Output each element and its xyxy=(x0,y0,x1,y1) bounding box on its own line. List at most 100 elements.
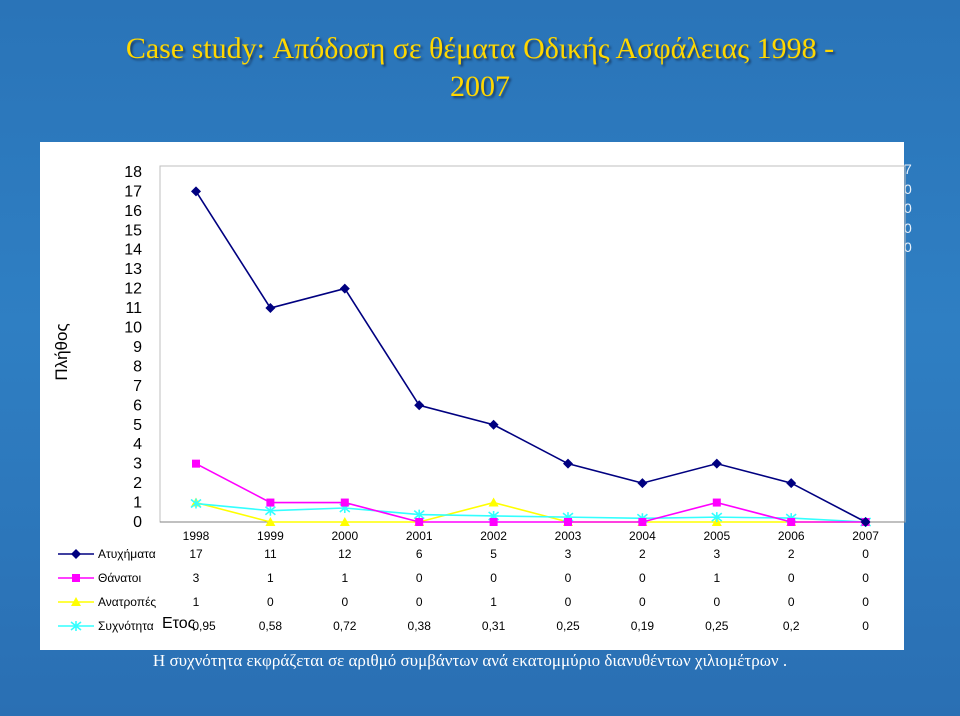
legend-key-marker xyxy=(72,574,80,582)
series-line-2 xyxy=(195,501,866,523)
secondary-axis-tick: 0 xyxy=(904,219,912,236)
data-label: 1 xyxy=(341,571,348,585)
slide-title-line1: Case study: Απόδοση σε θέματα Οδικής Ασφ… xyxy=(125,32,835,65)
y-tick-label: 13 xyxy=(124,261,142,278)
data-point xyxy=(488,497,499,507)
data-point xyxy=(192,459,200,468)
data-label: 2 xyxy=(639,547,646,561)
data-label: 3 xyxy=(713,547,720,561)
y-tick-label: 10 xyxy=(124,320,142,337)
data-label: 11 xyxy=(264,547,277,561)
data-label: 0,95 xyxy=(192,619,216,633)
data-label: 0 xyxy=(565,571,572,585)
y-tick-label: 9 xyxy=(133,339,142,356)
x-tick-label: 2001 xyxy=(406,529,433,543)
data-point xyxy=(415,518,424,526)
x-tick-label: 2000 xyxy=(331,529,358,543)
data-point xyxy=(786,478,797,489)
data-label: 1 xyxy=(490,595,497,609)
data-point xyxy=(488,419,499,430)
y-tick-label: 14 xyxy=(124,242,142,259)
data-label: 0,25 xyxy=(705,619,729,633)
y-tick-label: 16 xyxy=(124,203,142,220)
secondary-axis-tick: 7 xyxy=(904,161,912,177)
data-point xyxy=(265,517,276,526)
legend-label: Ανατροπές xyxy=(98,595,156,609)
data-label: 3 xyxy=(193,571,200,585)
data-label: 0,19 xyxy=(631,619,655,633)
secondary-axis-tick: 0 xyxy=(904,200,912,216)
secondary-axis-tick: 0 xyxy=(904,180,912,197)
data-label: 2 xyxy=(788,547,795,561)
x-tick-label: 2005 xyxy=(703,529,730,543)
data-label: 0,31 xyxy=(482,619,506,633)
x-tick-label: 2002 xyxy=(480,529,507,543)
legend-key-marker xyxy=(70,621,82,631)
data-point xyxy=(711,458,722,469)
data-point xyxy=(711,512,723,523)
data-label: 0 xyxy=(490,571,497,585)
y-tick-label: 6 xyxy=(133,397,142,414)
x-tick-label: 2003 xyxy=(555,529,582,543)
y-tick-label: 8 xyxy=(133,358,142,375)
data-point xyxy=(340,498,349,507)
series-line-1 xyxy=(195,462,866,523)
data-label: 0 xyxy=(267,595,274,609)
x-tick-label: 2007 xyxy=(852,529,879,543)
legend-label: Ατυχήματα xyxy=(98,547,156,561)
plot-frame xyxy=(159,165,906,523)
data-point xyxy=(339,283,350,294)
data-label: 0 xyxy=(788,595,795,609)
x-tick-label: 1999 xyxy=(257,529,284,543)
data-label: 0 xyxy=(416,571,423,585)
data-label: 0,38 xyxy=(408,619,432,633)
x-tick-label: 1998 xyxy=(183,529,210,543)
series-line-3 xyxy=(195,502,866,523)
data-point xyxy=(414,400,425,411)
data-label: 0,25 xyxy=(556,619,580,633)
data-point xyxy=(413,509,425,520)
data-point xyxy=(265,303,276,314)
data-label: 0,72 xyxy=(333,619,357,633)
data-label: 17 xyxy=(189,547,203,561)
legend-label: Θάνατοι xyxy=(98,571,141,585)
data-point xyxy=(266,498,275,507)
data-label: 5 xyxy=(490,547,497,561)
x-axis-title: Ετος xyxy=(162,615,196,632)
chart-panel xyxy=(40,142,904,650)
series-line-0 xyxy=(195,190,866,523)
data-label: 0 xyxy=(639,571,646,585)
data-label: 0 xyxy=(639,595,646,609)
data-label: 0 xyxy=(862,571,869,585)
x-tick-label: 2006 xyxy=(778,529,805,543)
y-tick-label: 1 xyxy=(133,495,142,512)
y-tick-label: 12 xyxy=(124,281,142,298)
y-tick-label: 18 xyxy=(124,164,142,181)
slide-title-line2: 2007 xyxy=(450,70,510,103)
data-point xyxy=(860,517,871,527)
x-tick-label: 2004 xyxy=(629,529,656,543)
data-point xyxy=(191,186,201,197)
legend-key-marker xyxy=(71,597,81,606)
secondary-axis-tick: 0 xyxy=(904,239,912,255)
secondary-axis-partial: 7 0 0 0 0 xyxy=(904,160,924,258)
y-tick-label: 4 xyxy=(133,436,142,453)
data-label: 0 xyxy=(788,571,795,585)
y-tick-label: 11 xyxy=(125,300,142,317)
data-label: 1 xyxy=(267,571,274,585)
data-point xyxy=(564,518,572,526)
data-label: 3 xyxy=(565,547,572,561)
data-point xyxy=(190,498,202,509)
y-tick-label: 0 xyxy=(133,514,142,531)
data-label: 0 xyxy=(565,595,572,609)
data-label: 1 xyxy=(713,571,720,585)
data-point xyxy=(264,505,276,516)
data-point xyxy=(787,518,796,526)
footnote: Η συχνότητα εκφράζεται σε αριθμό συμβάντ… xyxy=(152,651,788,670)
data-label: 0 xyxy=(862,595,869,609)
y-tick-label: 5 xyxy=(133,417,142,434)
data-label: 12 xyxy=(338,547,352,561)
y-tick-label: 7 xyxy=(133,378,142,395)
data-point xyxy=(563,458,573,469)
